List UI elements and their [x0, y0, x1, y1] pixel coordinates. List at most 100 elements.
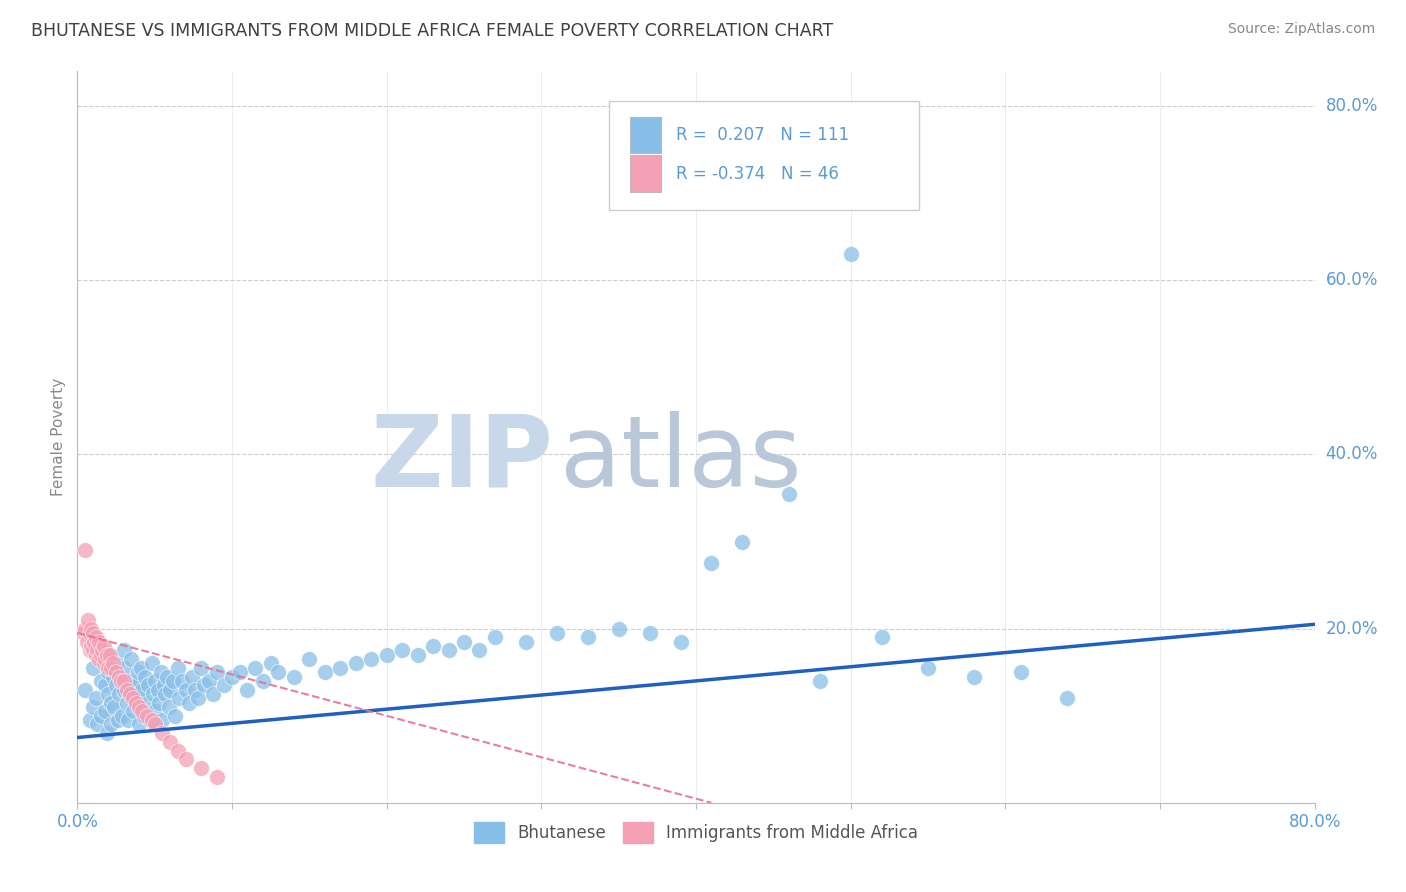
Point — [121, 687, 143, 701]
Point — [607, 622, 630, 636]
Point — [128, 691, 150, 706]
Point — [108, 669, 131, 683]
Point — [77, 613, 100, 627]
Point — [141, 657, 163, 671]
Point — [75, 543, 96, 558]
Point — [79, 713, 101, 727]
Point — [91, 643, 114, 657]
Point — [79, 643, 101, 657]
Point — [110, 673, 132, 688]
Text: R = -0.374   N = 46: R = -0.374 N = 46 — [676, 165, 839, 183]
Point — [184, 682, 207, 697]
Point — [669, 634, 692, 648]
Point — [193, 678, 215, 692]
Point — [422, 639, 444, 653]
Point — [112, 661, 135, 675]
Point — [82, 661, 104, 675]
Point — [149, 665, 172, 680]
Point — [136, 696, 159, 710]
Point — [180, 669, 202, 683]
Point — [118, 673, 141, 688]
Point — [344, 657, 367, 671]
Point — [221, 669, 243, 683]
Point — [87, 634, 110, 648]
Point — [112, 682, 135, 697]
Point — [125, 678, 148, 692]
Point — [93, 657, 115, 671]
Point — [260, 657, 283, 671]
Point — [283, 669, 305, 683]
Point — [808, 673, 831, 688]
Point — [105, 665, 127, 680]
Point — [187, 691, 209, 706]
Point — [236, 682, 259, 697]
Point — [111, 708, 134, 723]
Point — [159, 682, 181, 697]
Text: 80.0%: 80.0% — [1326, 97, 1378, 115]
Point — [101, 669, 124, 683]
Point — [76, 634, 98, 648]
Point — [115, 696, 138, 710]
Point — [963, 669, 986, 683]
Point — [157, 700, 180, 714]
Point — [205, 770, 228, 784]
Point — [82, 643, 104, 657]
Point — [152, 713, 174, 727]
Point — [90, 708, 111, 723]
Point — [167, 661, 190, 675]
Point — [155, 687, 177, 701]
Text: ZIP: ZIP — [371, 410, 554, 508]
Point — [90, 648, 111, 662]
Point — [839, 247, 862, 261]
Point — [638, 626, 661, 640]
Point — [90, 673, 111, 688]
Point — [100, 696, 122, 710]
Point — [198, 673, 221, 688]
Point — [159, 735, 181, 749]
Point — [190, 661, 212, 675]
Point — [1010, 665, 1032, 680]
Point — [143, 717, 166, 731]
Point — [153, 678, 176, 692]
Legend: Bhutanese, Immigrants from Middle Africa: Bhutanese, Immigrants from Middle Africa — [467, 815, 925, 849]
Point — [146, 682, 169, 697]
Point — [80, 622, 103, 636]
Point — [174, 752, 197, 766]
Point — [172, 673, 194, 688]
Point — [97, 648, 120, 662]
Point — [152, 726, 174, 740]
Point — [778, 486, 800, 500]
Point — [700, 557, 723, 571]
Point — [141, 713, 163, 727]
Point — [117, 713, 139, 727]
Point — [115, 682, 138, 697]
Point — [167, 743, 190, 757]
Point — [122, 705, 145, 719]
Point — [360, 652, 382, 666]
Point — [105, 657, 127, 671]
Text: 40.0%: 40.0% — [1326, 445, 1378, 464]
Point — [134, 669, 156, 683]
Point — [86, 643, 108, 657]
Point — [174, 682, 197, 697]
Point — [97, 687, 120, 701]
Point — [112, 643, 135, 657]
Point — [112, 673, 135, 688]
Point — [94, 705, 117, 719]
Text: BHUTANESE VS IMMIGRANTS FROM MIDDLE AFRICA FEMALE POVERTY CORRELATION CHART: BHUTANESE VS IMMIGRANTS FROM MIDDLE AFRI… — [31, 22, 834, 40]
Point — [131, 705, 153, 719]
Point — [100, 661, 122, 675]
Text: 20.0%: 20.0% — [1326, 620, 1378, 638]
Text: R =  0.207   N = 111: R = 0.207 N = 111 — [676, 126, 849, 144]
Point — [375, 648, 398, 662]
Point — [148, 696, 170, 710]
Point — [127, 665, 149, 680]
Text: 60.0%: 60.0% — [1326, 271, 1378, 289]
Point — [142, 687, 165, 701]
Point — [110, 669, 132, 683]
Point — [98, 648, 121, 662]
Point — [515, 634, 537, 648]
Point — [453, 634, 475, 648]
Text: atlas: atlas — [560, 410, 801, 508]
Point — [75, 622, 96, 636]
